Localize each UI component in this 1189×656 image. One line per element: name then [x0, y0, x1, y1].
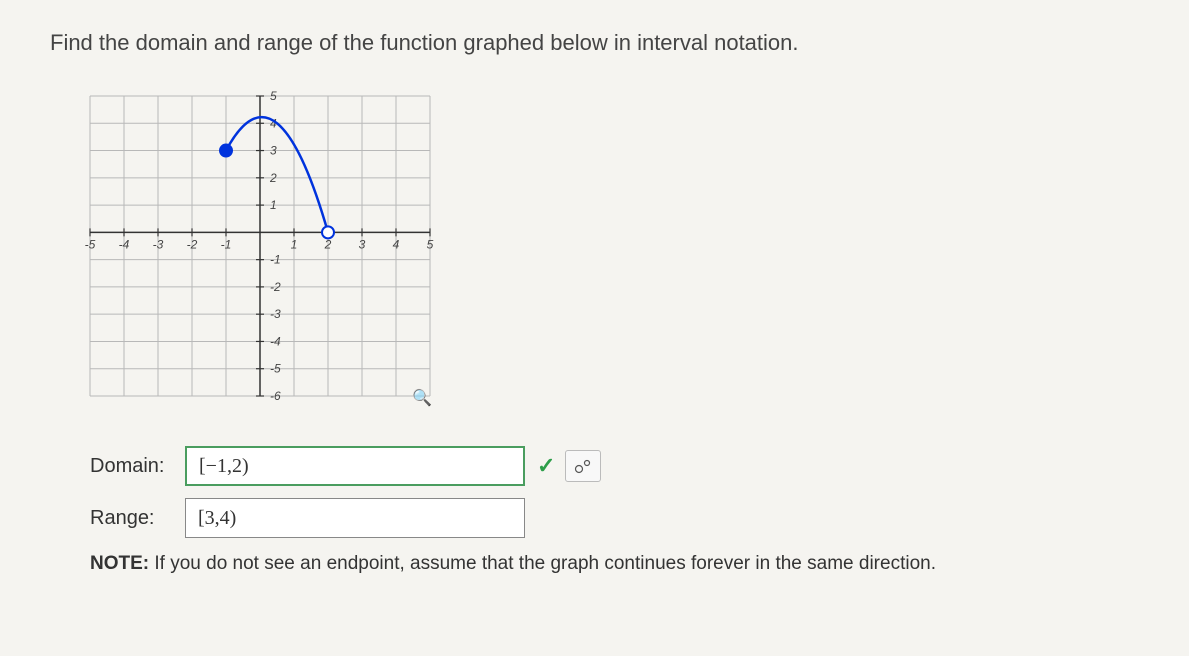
svg-text:1: 1: [291, 237, 298, 251]
svg-text:3: 3: [270, 144, 277, 158]
svg-text:-2: -2: [270, 280, 281, 294]
svg-text:-6: -6: [270, 389, 281, 403]
note-prefix: NOTE:: [90, 553, 149, 574]
domain-label: Domain:: [90, 455, 185, 478]
domain-row: Domain: [−1,2) ✓: [90, 446, 1139, 486]
svg-text:3: 3: [359, 237, 366, 251]
range-row: Range: [3,4): [90, 498, 1139, 538]
svg-text:2: 2: [269, 171, 277, 185]
graph-container: -5-4-3-2-112345-6-5-4-3-2-112345 🔍: [70, 76, 450, 416]
svg-text:2: 2: [324, 237, 332, 251]
svg-text:-4: -4: [270, 334, 281, 348]
svg-text:5: 5: [270, 89, 277, 103]
function-graph: -5-4-3-2-112345-6-5-4-3-2-112345: [70, 76, 450, 416]
svg-text:5: 5: [427, 237, 434, 251]
svg-text:-4: -4: [119, 237, 130, 251]
check-icon: ✓: [537, 453, 555, 479]
svg-text:-2: -2: [187, 237, 198, 251]
range-label: Range:: [90, 507, 185, 530]
svg-text:-3: -3: [153, 237, 164, 251]
note-text: NOTE: If you do not see an endpoint, ass…: [90, 550, 1090, 579]
svg-text:-5: -5: [270, 362, 281, 376]
question-text: Find the domain and range of the functio…: [50, 30, 1139, 56]
svg-text:1: 1: [270, 198, 277, 212]
svg-text:-3: -3: [270, 307, 281, 321]
svg-text:-1: -1: [270, 253, 281, 267]
svg-text:4: 4: [393, 237, 400, 251]
domain-input[interactable]: [−1,2): [185, 446, 525, 486]
svg-text:-1: -1: [221, 237, 232, 251]
note-body: If you do not see an endpoint, assume th…: [149, 553, 936, 574]
answer-section: Domain: [−1,2) ✓ Range: [3,4) NOTE: If y…: [90, 446, 1139, 579]
formula-button[interactable]: [565, 450, 601, 482]
svg-text:-5: -5: [85, 237, 96, 251]
range-input[interactable]: [3,4): [185, 498, 525, 538]
zoom-icon[interactable]: 🔍: [412, 388, 432, 408]
